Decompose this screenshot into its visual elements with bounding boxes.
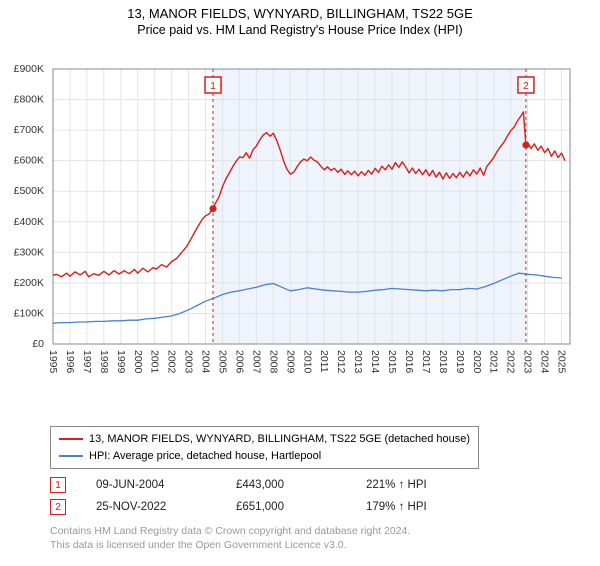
svg-text:£800K: £800K bbox=[14, 94, 44, 106]
legend-item: HPI: Average price, detached house, Hart… bbox=[59, 448, 470, 465]
svg-text:1995: 1995 bbox=[47, 350, 59, 374]
svg-text:2003: 2003 bbox=[183, 350, 195, 374]
svg-text:1999: 1999 bbox=[115, 350, 127, 374]
svg-text:2001: 2001 bbox=[149, 350, 161, 374]
svg-text:2016: 2016 bbox=[403, 350, 415, 374]
svg-text:2015: 2015 bbox=[386, 350, 398, 374]
svg-text:2024: 2024 bbox=[539, 350, 551, 374]
svg-text:1: 1 bbox=[210, 80, 216, 92]
svg-text:1997: 1997 bbox=[81, 350, 93, 374]
marker-price: £651,000 bbox=[236, 501, 366, 513]
svg-text:£0: £0 bbox=[32, 338, 44, 350]
svg-text:£700K: £700K bbox=[14, 124, 44, 136]
marker-price: £443,000 bbox=[236, 479, 366, 491]
marker-row: 1 09-JUN-2004 £443,000 221% ↑ HPI bbox=[50, 474, 486, 496]
svg-text:2005: 2005 bbox=[217, 350, 229, 374]
svg-text:2010: 2010 bbox=[301, 350, 313, 374]
svg-text:2009: 2009 bbox=[284, 350, 296, 374]
marker-box: 2 bbox=[50, 499, 66, 515]
chart-title-line1: 13, MANOR FIELDS, WYNYARD, BILLINGHAM, T… bbox=[0, 6, 600, 21]
svg-text:£600K: £600K bbox=[14, 155, 44, 167]
svg-text:1996: 1996 bbox=[64, 350, 76, 374]
svg-text:2020: 2020 bbox=[471, 350, 483, 374]
chart-title-line2: Price paid vs. HM Land Registry's House … bbox=[0, 23, 600, 37]
legend-label: HPI: Average price, detached house, Hart… bbox=[89, 448, 321, 465]
marker-row: 2 25-NOV-2022 £651,000 179% ↑ HPI bbox=[50, 496, 486, 518]
svg-text:2: 2 bbox=[523, 80, 529, 92]
svg-text:2018: 2018 bbox=[437, 350, 449, 374]
svg-text:£100K: £100K bbox=[14, 307, 44, 319]
footer-line2: This data is licensed under the Open Gov… bbox=[50, 538, 410, 552]
marker-date: 25-NOV-2022 bbox=[96, 501, 236, 513]
marker-pct: 221% ↑ HPI bbox=[366, 479, 486, 491]
legend-swatch bbox=[59, 438, 83, 440]
marker-box: 1 bbox=[50, 477, 66, 493]
svg-text:£200K: £200K bbox=[14, 277, 44, 289]
marker-pct: 179% ↑ HPI bbox=[366, 501, 486, 513]
svg-text:2002: 2002 bbox=[166, 350, 178, 374]
footer-line1: Contains HM Land Registry data © Crown c… bbox=[50, 524, 410, 538]
svg-text:2011: 2011 bbox=[318, 350, 330, 373]
svg-text:£900K: £900K bbox=[14, 63, 44, 75]
legend-item: 13, MANOR FIELDS, WYNYARD, BILLINGHAM, T… bbox=[59, 431, 470, 448]
svg-text:2006: 2006 bbox=[233, 350, 245, 374]
marker-num: 1 bbox=[55, 479, 61, 491]
legend: 13, MANOR FIELDS, WYNYARD, BILLINGHAM, T… bbox=[50, 426, 479, 469]
legend-label: 13, MANOR FIELDS, WYNYARD, BILLINGHAM, T… bbox=[89, 431, 470, 448]
legend-swatch bbox=[59, 455, 83, 457]
svg-text:2022: 2022 bbox=[505, 350, 517, 374]
svg-text:2021: 2021 bbox=[488, 350, 500, 374]
svg-text:2012: 2012 bbox=[335, 350, 347, 374]
price-chart: £0£100K£200K£300K£400K£500K£600K£700K£80… bbox=[50, 66, 580, 396]
svg-text:£300K: £300K bbox=[14, 246, 44, 258]
svg-text:2014: 2014 bbox=[369, 350, 381, 374]
svg-text:2004: 2004 bbox=[200, 350, 212, 374]
marker-num: 2 bbox=[55, 501, 61, 513]
svg-text:2013: 2013 bbox=[352, 350, 364, 374]
footer: Contains HM Land Registry data © Crown c… bbox=[50, 524, 410, 552]
marker-table: 1 09-JUN-2004 £443,000 221% ↑ HPI 2 25-N… bbox=[50, 474, 486, 518]
svg-text:2025: 2025 bbox=[556, 350, 568, 374]
svg-text:2019: 2019 bbox=[454, 350, 466, 374]
marker-date: 09-JUN-2004 bbox=[96, 479, 236, 491]
svg-text:2017: 2017 bbox=[420, 350, 432, 374]
svg-text:2007: 2007 bbox=[250, 350, 262, 374]
svg-text:£500K: £500K bbox=[14, 185, 44, 197]
svg-text:1998: 1998 bbox=[98, 350, 110, 374]
svg-text:£400K: £400K bbox=[14, 216, 44, 228]
svg-text:2023: 2023 bbox=[522, 350, 534, 374]
svg-text:2008: 2008 bbox=[267, 350, 279, 374]
svg-text:2000: 2000 bbox=[132, 350, 144, 374]
